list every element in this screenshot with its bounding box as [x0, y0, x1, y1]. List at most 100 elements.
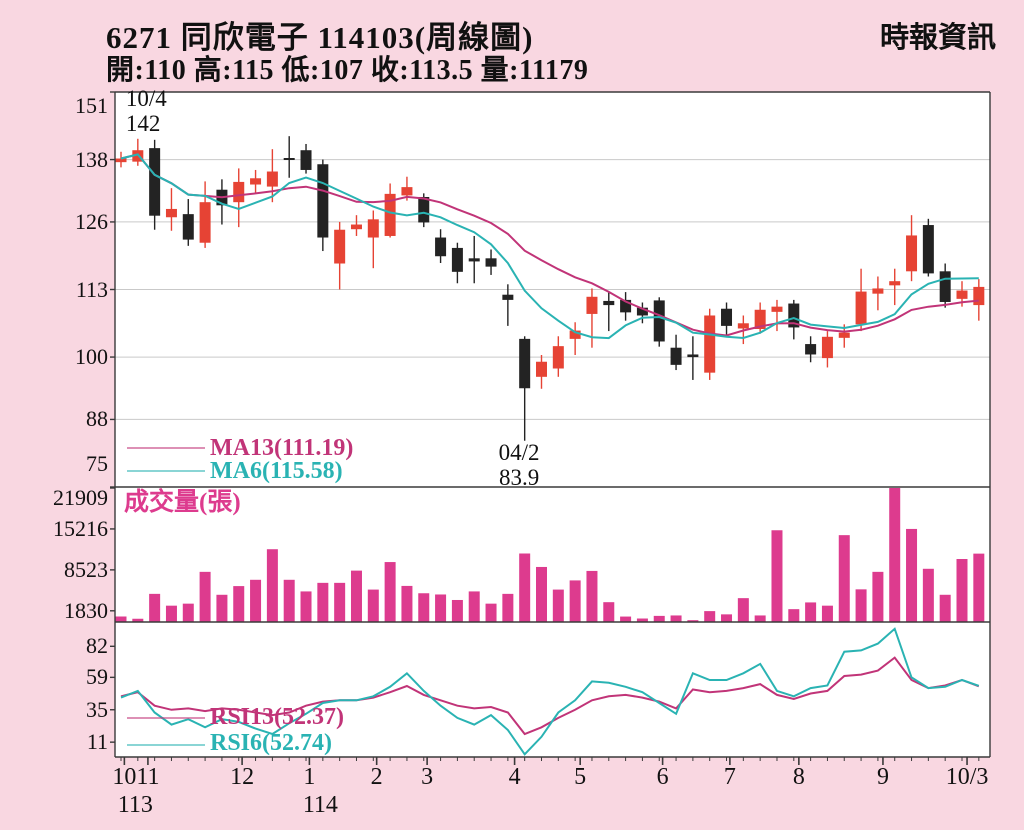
ma13-legend-label: MA13(111.19)	[210, 435, 354, 461]
candle-body-up	[872, 288, 884, 294]
price-axis-label: 88	[86, 406, 108, 432]
candle-body-down	[788, 303, 800, 328]
candle-body-down	[502, 294, 514, 300]
month-label: 10/3	[945, 764, 989, 790]
volume-bar	[149, 593, 161, 622]
candle-body-down	[435, 237, 447, 257]
rsi13-line	[120, 656, 980, 736]
volume-bar	[519, 553, 531, 622]
candle-body-up	[838, 332, 850, 338]
month-label: 5	[574, 764, 587, 790]
volume-bar	[838, 535, 850, 622]
volume-axis-label: 15216	[53, 515, 108, 541]
period-low-annotation: 04/2 83.9	[498, 440, 540, 490]
volume-bar	[939, 594, 951, 622]
volume-bar	[704, 611, 716, 622]
volume-bar	[435, 594, 447, 622]
volume-bar	[283, 579, 295, 622]
volume-bar	[468, 591, 480, 622]
volume-bar	[401, 585, 413, 622]
volume-bar	[300, 591, 312, 622]
candle-body-up	[973, 286, 985, 306]
volume-bar	[603, 602, 615, 622]
ma6-legend-label: MA6(115.58)	[210, 458, 343, 484]
candle-body-up	[334, 229, 346, 264]
data-source-label: 時報資訊	[879, 22, 996, 54]
candle-body-up	[704, 315, 716, 373]
candle-body-up	[350, 224, 362, 230]
price-axis-label: 126	[75, 208, 108, 234]
candle-body-up	[250, 178, 262, 185]
volume-bar	[670, 615, 682, 622]
candle-body-up	[754, 309, 766, 329]
period-high-annotation: 10/4 142	[125, 86, 167, 136]
volume-bar	[132, 618, 144, 622]
volume-bar	[636, 618, 648, 622]
candle-body-up	[552, 346, 564, 369]
volume-bar	[502, 593, 514, 622]
volume-bar	[485, 603, 497, 622]
volume-bar	[165, 605, 177, 622]
volume-bar	[266, 549, 278, 622]
volume-panel-label: 成交量(張)	[124, 489, 241, 516]
candle-body-up	[586, 296, 598, 314]
rsi-axis-label: 82	[86, 633, 108, 659]
month-label: 3	[421, 764, 434, 790]
candle-body-down	[687, 354, 699, 358]
rsi-axis-label: 11	[86, 729, 108, 755]
year-label: 113	[117, 792, 153, 818]
volume-bar	[788, 609, 800, 622]
volume-bar	[250, 579, 262, 622]
month-label: 11	[136, 764, 160, 790]
candle-body-down	[468, 258, 480, 262]
month-label: 7	[723, 764, 736, 790]
candle-body-down	[485, 258, 497, 267]
candle-body-down	[182, 214, 194, 240]
candle-body-down	[149, 148, 161, 216]
volume-axis-label: 8523	[64, 556, 108, 582]
rsi13-legend-label: RSI13(52.37)	[210, 704, 345, 730]
price-axis-label: 151	[75, 93, 108, 118]
rsi6-legend-label: RSI6(52.74)	[210, 730, 333, 756]
price-axis-label: 138	[75, 146, 108, 172]
ma13-legend-line	[127, 447, 205, 449]
ma13-line	[120, 153, 979, 337]
volume-bar	[552, 589, 564, 622]
rsi6-line	[120, 627, 980, 756]
candle-body-up	[233, 181, 245, 203]
candle-body-up	[737, 323, 749, 329]
volume-bar	[754, 615, 766, 622]
volume-bar	[653, 615, 665, 622]
candle-body-up	[889, 281, 901, 286]
candle-body-up	[367, 219, 379, 238]
volume-bar	[182, 603, 194, 622]
candle-body-up	[906, 235, 918, 272]
price-axis-label: 75	[86, 451, 108, 476]
volume-bar	[451, 599, 463, 622]
candle-body-down	[653, 300, 665, 342]
candle-body-down	[922, 225, 934, 274]
volume-bar	[872, 571, 884, 622]
month-label: 8	[792, 764, 805, 790]
volume-bar	[922, 568, 934, 622]
volume-bar	[334, 582, 346, 622]
ma6-legend-line	[127, 470, 205, 472]
volume-bar	[889, 488, 901, 622]
month-label: 2	[370, 764, 383, 790]
rsi-axis-label: 59	[86, 664, 108, 690]
candle-body-down	[636, 307, 648, 316]
volume-bar	[216, 594, 228, 622]
rsi13-legend-line	[127, 717, 205, 719]
candle-body-down	[519, 338, 531, 389]
rsi-axis-label: 35	[86, 696, 108, 722]
candle-body-up	[855, 291, 867, 325]
volume-bar	[586, 570, 598, 622]
volume-bar	[721, 614, 733, 622]
candle-body-down	[418, 196, 430, 223]
rsi6-legend-line	[127, 744, 205, 746]
month-label: 9	[876, 764, 889, 790]
candle-body-down	[317, 164, 329, 238]
candle-body-down	[451, 247, 463, 272]
volume-bar	[317, 582, 329, 622]
